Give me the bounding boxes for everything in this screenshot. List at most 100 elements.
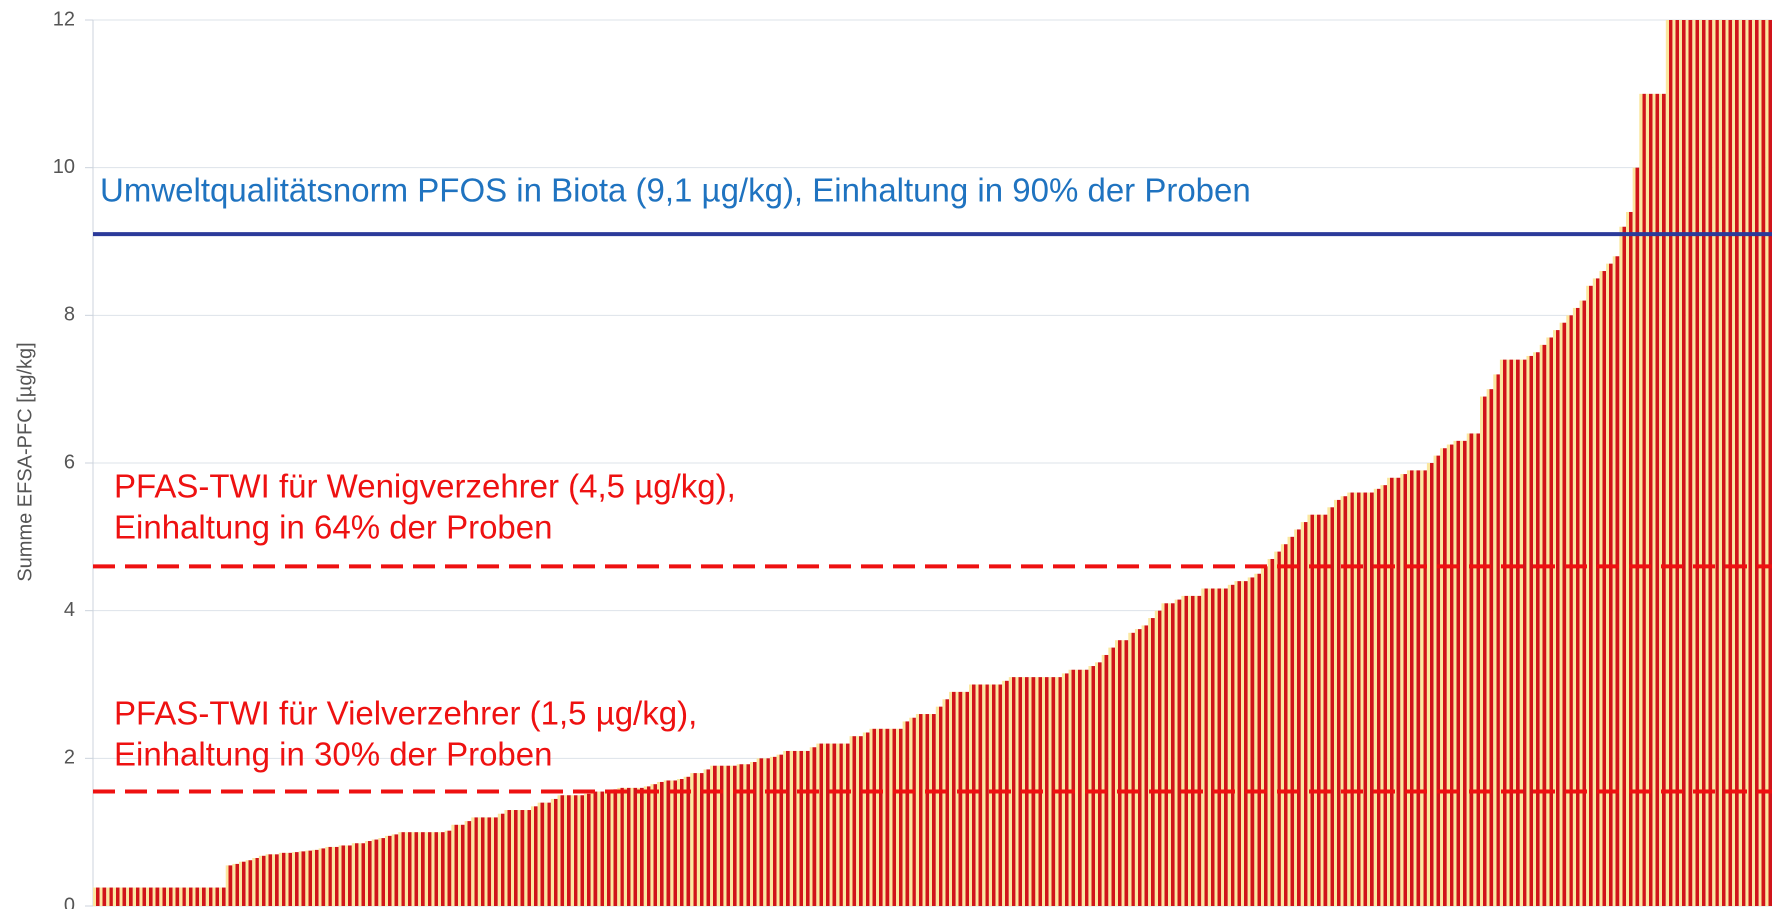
bar bbox=[471, 817, 478, 906]
bar bbox=[1758, 20, 1766, 906]
bar bbox=[212, 887, 220, 906]
bar bbox=[670, 780, 677, 906]
bar bbox=[942, 699, 950, 906]
bar bbox=[789, 750, 797, 906]
bar bbox=[1387, 477, 1394, 906]
bar bbox=[935, 706, 943, 906]
bar bbox=[312, 849, 319, 906]
bar bbox=[126, 887, 133, 906]
bar bbox=[93, 887, 100, 906]
bar bbox=[1115, 640, 1122, 906]
bar bbox=[1652, 93, 1660, 907]
bar bbox=[776, 754, 784, 906]
bar bbox=[1765, 20, 1772, 906]
bar bbox=[1612, 256, 1620, 906]
bar bbox=[258, 855, 266, 906]
y-tick-label: 10 bbox=[53, 156, 75, 178]
bar bbox=[119, 887, 127, 906]
bar bbox=[723, 765, 731, 906]
bar bbox=[690, 773, 697, 906]
bar bbox=[1466, 433, 1474, 906]
bar bbox=[418, 832, 425, 906]
bar bbox=[1486, 389, 1494, 907]
bar bbox=[550, 798, 558, 906]
bar bbox=[172, 887, 180, 906]
bar bbox=[318, 848, 326, 906]
bar bbox=[590, 791, 598, 906]
bar bbox=[1081, 669, 1089, 906]
bar bbox=[1725, 20, 1733, 906]
bar bbox=[1108, 647, 1115, 906]
bar bbox=[146, 887, 153, 906]
bar bbox=[1168, 603, 1175, 906]
bar bbox=[1559, 322, 1567, 906]
y-tick-label: 4 bbox=[64, 599, 75, 621]
bar bbox=[424, 832, 432, 906]
bar bbox=[199, 887, 206, 906]
bar bbox=[1473, 433, 1480, 906]
bar bbox=[803, 750, 810, 906]
bar bbox=[730, 765, 737, 906]
bar bbox=[1553, 330, 1560, 907]
bar bbox=[1188, 595, 1195, 906]
bar bbox=[1732, 20, 1739, 906]
bar bbox=[438, 832, 445, 906]
bar bbox=[1519, 359, 1527, 907]
bar bbox=[1121, 640, 1129, 906]
bar bbox=[1566, 315, 1573, 906]
bar bbox=[1300, 522, 1308, 906]
bar bbox=[305, 850, 312, 906]
bar bbox=[159, 887, 166, 906]
y-tick-label: 2 bbox=[64, 747, 75, 769]
bar bbox=[292, 852, 299, 906]
bar bbox=[358, 843, 366, 906]
bar bbox=[1207, 588, 1215, 906]
bar bbox=[1327, 507, 1334, 906]
bar bbox=[338, 845, 346, 906]
bar bbox=[902, 721, 910, 906]
bar bbox=[630, 787, 638, 906]
bar bbox=[166, 887, 173, 906]
bar bbox=[623, 787, 631, 906]
bar bbox=[391, 834, 399, 906]
y-axis-label: Summe EFSA-PFC [µg/kg] bbox=[14, 342, 36, 581]
bar bbox=[604, 791, 611, 906]
bar bbox=[1068, 669, 1076, 906]
bar bbox=[1154, 610, 1162, 906]
bar bbox=[404, 832, 412, 906]
bar bbox=[829, 743, 837, 906]
bar bbox=[524, 810, 531, 906]
bar bbox=[982, 684, 989, 906]
bar bbox=[949, 691, 956, 906]
bar bbox=[1367, 492, 1374, 906]
bar bbox=[252, 858, 259, 906]
bar bbox=[106, 887, 113, 906]
bar bbox=[444, 830, 452, 906]
bar bbox=[1599, 271, 1607, 906]
bar bbox=[1420, 470, 1427, 906]
y-tick-label: 0 bbox=[64, 894, 75, 909]
bar bbox=[969, 684, 976, 906]
bar bbox=[1453, 440, 1461, 906]
bar bbox=[1280, 544, 1288, 906]
annotation: PFAS-TWI für Wenigverzehrer (4,5 µg/kg), bbox=[114, 468, 736, 505]
bar bbox=[1632, 167, 1640, 906]
bar bbox=[537, 802, 545, 906]
bar bbox=[577, 795, 585, 906]
bar bbox=[1699, 20, 1706, 906]
bar bbox=[1400, 474, 1407, 906]
bar bbox=[882, 728, 890, 906]
bar bbox=[1393, 477, 1401, 906]
bar bbox=[1539, 344, 1547, 906]
bar bbox=[1546, 337, 1553, 906]
bar bbox=[1672, 20, 1680, 906]
bar bbox=[657, 781, 664, 906]
bar bbox=[139, 887, 147, 906]
bar bbox=[285, 852, 293, 906]
bar bbox=[1048, 677, 1056, 906]
bar bbox=[570, 795, 578, 906]
bar bbox=[1446, 444, 1454, 906]
bar bbox=[112, 887, 120, 906]
bar bbox=[398, 832, 405, 906]
